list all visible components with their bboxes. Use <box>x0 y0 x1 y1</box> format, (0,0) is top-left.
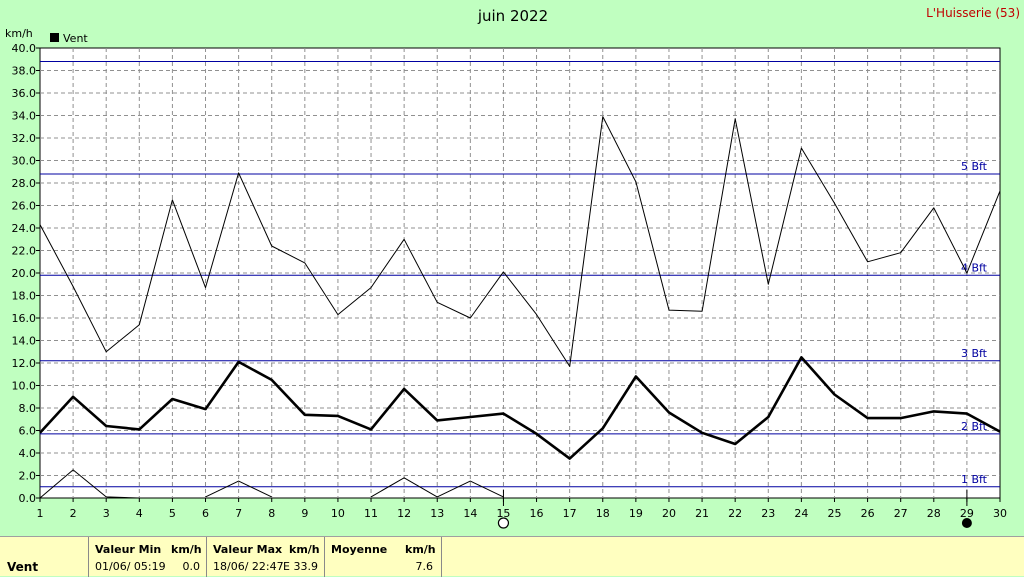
y-tick-label: 28.0 <box>12 177 37 190</box>
y-tick-label: 12.0 <box>12 357 37 370</box>
beaufort-label: 2 Bft <box>961 420 988 433</box>
y-tick-label: 0.0 <box>19 492 37 505</box>
y-tick-label: 40.0 <box>12 42 37 55</box>
max-value: E 33.9 <box>283 560 318 573</box>
beaufort-label: 5 Bft <box>961 160 988 173</box>
y-tick-label: 18.0 <box>12 290 37 303</box>
x-tick-label: 19 <box>629 507 643 520</box>
y-tick-label: 24.0 <box>12 222 37 235</box>
x-tick-label: 9 <box>301 507 308 520</box>
y-tick-label: 8.0 <box>19 402 37 415</box>
min-unit: km/h <box>171 543 202 556</box>
x-tick-label: 30 <box>993 507 1007 520</box>
x-tick-label: 5 <box>169 507 176 520</box>
x-tick-label: 7 <box>235 507 242 520</box>
y-tick-label: 16.0 <box>12 312 37 325</box>
y-tick-label: 14.0 <box>12 335 37 348</box>
x-tick-label: 10 <box>331 507 345 520</box>
x-tick-label: 15 <box>496 507 510 520</box>
max-when: 18/06/ 22:47 <box>213 560 284 573</box>
legend-label: Vent <box>63 32 88 45</box>
series-line-series-3 <box>205 480 272 498</box>
y-tick-label: 30.0 <box>12 155 37 168</box>
max-cell: Valeur Max km/h 18/06/ 22:47 E 33.9 <box>206 537 324 577</box>
avg-cell: Moyenne km/h 7.6 <box>324 537 442 577</box>
x-tick-label: 21 <box>695 507 709 520</box>
y-tick-label: 2.0 <box>19 470 37 483</box>
y-tick-label: 4.0 <box>19 447 37 460</box>
y-tick-label: 20.0 <box>12 267 37 280</box>
y-tick-label: 34.0 <box>12 110 37 123</box>
min-cell: Valeur Min km/h 01/06/ 05:19 0.0 <box>88 537 206 577</box>
x-tick-label: 26 <box>861 507 875 520</box>
x-tick-label: 24 <box>794 507 808 520</box>
beaufort-label: 1 Bft <box>961 473 988 486</box>
x-tick-label: 18 <box>596 507 610 520</box>
x-tick-label: 20 <box>662 507 676 520</box>
x-tick-label: 28 <box>927 507 941 520</box>
max-unit: km/h <box>289 543 320 556</box>
series-line-series-2 <box>39 116 1001 367</box>
avg-unit: km/h <box>405 543 436 556</box>
series-line-series-3 <box>370 477 504 498</box>
new-moon-icon <box>497 517 510 529</box>
y-tick-label: 6.0 <box>19 425 37 438</box>
x-tick-label: 2 <box>70 507 77 520</box>
y-tick-label: 22.0 <box>12 245 37 258</box>
x-tick-label: 13 <box>430 507 444 520</box>
y-tick-label: 36.0 <box>12 87 37 100</box>
x-tick-label: 12 <box>397 507 411 520</box>
x-tick-label: 1 <box>37 507 44 520</box>
x-tick-label: 17 <box>563 507 577 520</box>
y-tick-label: 32.0 <box>12 132 37 145</box>
max-title: Valeur Max <box>213 543 283 556</box>
avg-title: Moyenne <box>331 543 388 556</box>
avg-value: 7.6 <box>415 560 434 573</box>
y-tick-label: 26.0 <box>12 200 37 213</box>
footer-series-label: Vent <box>7 560 39 574</box>
x-tick-label: 25 <box>827 507 841 520</box>
series-line-vent <box>39 356 1001 460</box>
min-title: Valeur Min <box>95 543 162 556</box>
x-tick-label: 8 <box>268 507 275 520</box>
full-moon-icon <box>961 518 972 528</box>
x-tick-label: 16 <box>530 507 544 520</box>
x-tick-label: 22 <box>728 507 742 520</box>
y-axis-unit: km/h <box>5 27 33 40</box>
y-tick-label: 10.0 <box>12 380 37 393</box>
x-tick-label: 11 <box>364 507 378 520</box>
station-name: L'Huisserie (53) <box>926 6 1020 20</box>
min-value: 0.0 <box>182 560 201 573</box>
beaufort-label: 4 Bft <box>961 261 988 274</box>
x-tick-label: 3 <box>103 507 110 520</box>
x-tick-label: 23 <box>761 507 775 520</box>
x-tick-label: 27 <box>894 507 908 520</box>
x-tick-label: 6 <box>202 507 209 520</box>
beaufort-label: 3 Bft <box>961 347 988 360</box>
wind-chart: juin 2022 L'Huisserie (53) km/h Vent 1 B… <box>5 6 1020 529</box>
min-when: 01/06/ 05:19 <box>95 560 166 573</box>
chart-title: juin 2022 <box>477 7 548 25</box>
y-tick-label: 38.0 <box>12 65 37 78</box>
x-tick-label: 14 <box>463 507 477 520</box>
legend-swatch <box>50 33 59 42</box>
x-tick-label: 29 <box>960 507 974 520</box>
x-tick-label: 4 <box>136 507 143 520</box>
stats-footer: Vent Valeur Min km/h 01/06/ 05:19 0.0 Va… <box>0 536 1024 577</box>
series-line-series-3 <box>39 469 140 499</box>
